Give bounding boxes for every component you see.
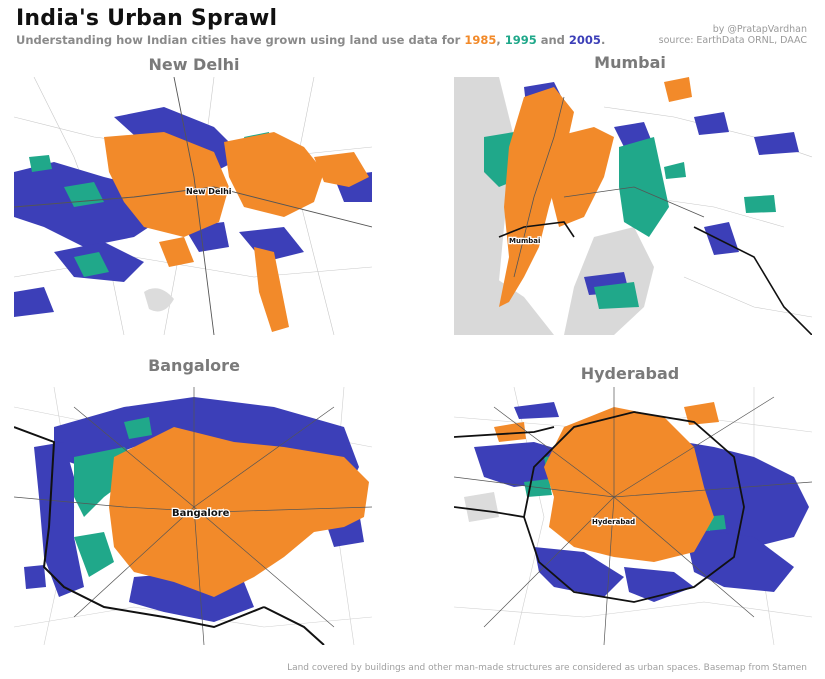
page-subtitle: Understanding how Indian cities have gro… — [16, 33, 605, 47]
subtitle-suffix: . — [600, 33, 606, 47]
credits: by @PratapVardhan source: EarthData ORNL… — [659, 24, 807, 46]
legend-year-1985: 1985 — [464, 33, 497, 47]
new-delhi-map-graphic: New Delhi — [14, 77, 372, 335]
map-hyderabad: Hyderabad — [454, 387, 812, 645]
map-title-new-delhi: New Delhi — [148, 55, 240, 74]
page-title: India's Urban Sprawl — [16, 6, 278, 31]
map-title-mumbai: Mumbai — [594, 53, 666, 72]
footer-note: Land covered by buildings and other man-… — [287, 663, 807, 673]
source-credit: source: EarthData ORNL, DAAC — [658, 35, 807, 46]
city-label-mumbai: Mumbai — [509, 237, 540, 245]
city-label-hyderabad: Hyderabad — [592, 518, 635, 526]
map-title-hyderabad: Hyderabad — [580, 364, 680, 383]
byline: by @PratapVardhan — [712, 24, 807, 35]
map-new-delhi: New Delhi — [14, 77, 372, 335]
map-bangalore: Bangalore — [14, 387, 372, 645]
subtitle-text: Understanding how Indian cities have gro… — [16, 33, 465, 47]
map-title-bangalore: Bangalore — [148, 356, 240, 375]
legend-year-1995: 1995 — [504, 33, 537, 47]
subtitle-separator: and — [536, 33, 569, 47]
city-label-bangalore: Bangalore — [172, 508, 230, 519]
mumbai-map-graphic: Mumbai — [454, 77, 812, 335]
hyderabad-map-graphic: Hyderabad — [454, 387, 812, 645]
map-mumbai: Mumbai — [454, 77, 812, 335]
city-label-new-delhi: New Delhi — [186, 187, 232, 196]
bangalore-map-graphic: Bangalore — [14, 387, 372, 645]
legend-year-2005: 2005 — [568, 33, 601, 47]
subtitle-separator: , — [496, 33, 505, 47]
